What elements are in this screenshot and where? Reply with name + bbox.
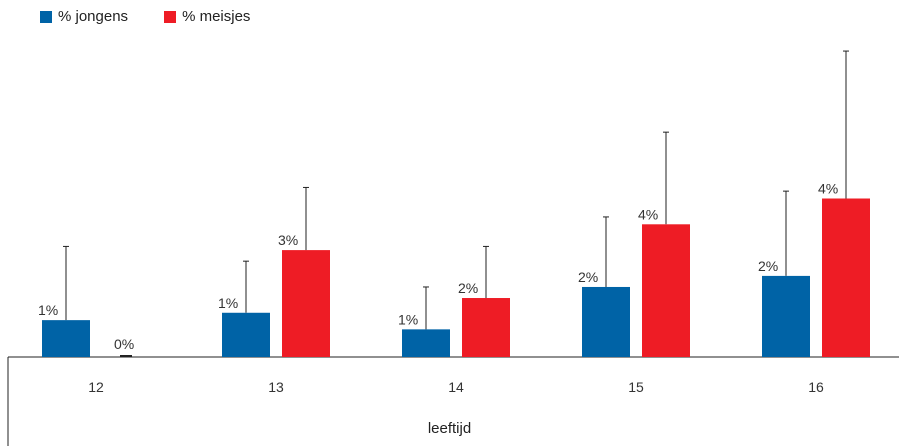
data-label: 4% [638, 206, 658, 222]
bar [642, 224, 690, 357]
data-label: 1% [398, 311, 418, 327]
data-label: 2% [758, 258, 778, 274]
bar [582, 286, 630, 357]
bar [120, 355, 132, 357]
bar [462, 298, 510, 357]
data-label: 3% [278, 232, 298, 248]
x-tick-label: 16 [808, 379, 824, 395]
legend-label-meisjes: % meisjes [182, 8, 251, 25]
data-label: 4% [818, 181, 838, 197]
legend-swatch-meisjes [164, 10, 177, 23]
x-axis-title: leeftijd [427, 420, 472, 437]
x-tick-label: 13 [268, 379, 284, 395]
data-label: 1% [38, 302, 58, 318]
data-label: 2% [578, 269, 598, 285]
bar [42, 320, 90, 357]
legend-swatch-jongens [40, 10, 52, 23]
x-tick-label: 15 [628, 379, 644, 395]
x-tick-label: 14 [448, 379, 464, 395]
legend-label-jongens: % jongens [58, 8, 129, 25]
bar [822, 198, 870, 357]
x-tick-label: 12 [88, 379, 104, 395]
bar [222, 312, 270, 357]
legend: % jongens % meisjes [40, 8, 250, 25]
bar [402, 329, 450, 357]
legend-item-jongens: % jongens [40, 8, 128, 25]
data-label: 0% [114, 336, 134, 352]
legend-item-meisjes: % meisjes [164, 8, 250, 25]
data-label: 2% [458, 280, 478, 296]
bar [282, 250, 330, 357]
bar [762, 275, 810, 357]
data-label: 1% [218, 295, 238, 311]
